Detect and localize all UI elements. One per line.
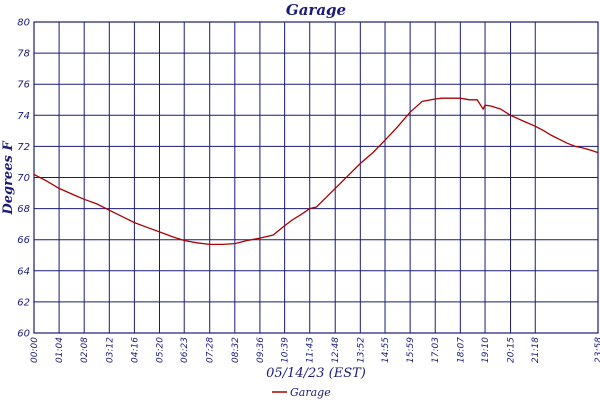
x-tick-label: 06:23 [180,337,190,363]
series-line-garage [33,97,599,246]
y-tick-label: 70 [17,173,30,184]
x-tick-label: 17:03 [431,337,441,363]
y-tick-label: 80 [17,18,30,29]
x-tick-label: 03:12 [105,337,115,363]
legend: Garage [272,386,331,399]
x-tick-label: 00:00 [30,337,40,363]
x-tick-label: 07:28 [206,337,216,363]
x-tick-label: 15:59 [406,337,416,363]
legend-label-garage: Garage [290,386,331,399]
y-tick-label: 76 [17,80,30,91]
x-tick-label: 08:32 [231,337,241,363]
x-tick-label: 10:39 [281,337,291,363]
x-tick-label: 14:55 [381,337,391,363]
x-tick-label: 20:15 [507,337,517,363]
y-tick-label: 62 [17,297,30,308]
plot-frame [33,21,599,334]
y-tick-label: 60 [17,329,30,340]
y-tick-label: 66 [17,235,30,246]
y-tick-label: 72 [17,142,30,153]
y-tick-label: 68 [17,204,30,215]
y-tick-label: 74 [17,111,30,122]
x-tick-label: 01:04 [55,337,65,363]
y-tick-label: 64 [17,266,30,277]
x-tick-label: 04:16 [130,337,140,363]
x-tick-label: 12:48 [331,337,341,363]
x-tick-label: 09:36 [256,337,266,363]
y-tick-label: 78 [17,49,30,60]
y-axis-ticks: 60 62 64 66 68 70 72 74 76 78 80 [17,18,30,340]
x-tick-label: 19:10 [481,337,491,363]
x-tick-label: 23:58 [594,337,600,363]
x-axis-ticks: 00:00 01:04 02:08 03:12 04:16 05:20 06:23 07:28… [30,337,600,363]
x-tick-label: 05:20 [156,337,166,363]
x-tick-label: 11:43 [306,337,316,363]
chart-title: Garage [286,1,346,19]
x-tick-label: 02:08 [80,337,90,363]
x-tick-label: 18:07 [456,337,466,363]
x-tick-label: 21:18 [531,337,541,363]
x-tick-label: 13:52 [356,337,366,363]
y-axis-label: Degrees F [1,141,16,216]
x-axis-label: 05/14/23 (EST) [266,366,366,381]
grid [33,21,599,334]
